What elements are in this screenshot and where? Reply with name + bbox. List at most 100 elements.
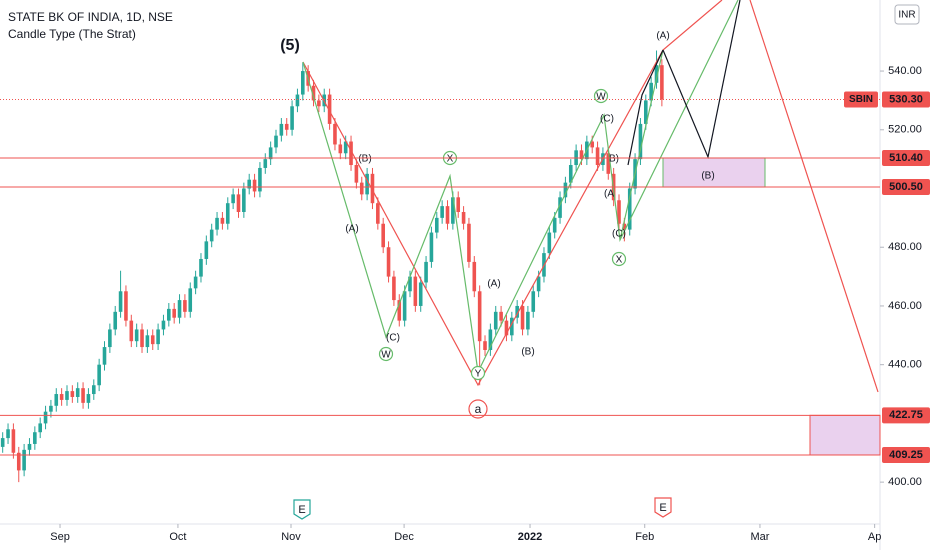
annotation: E xyxy=(298,504,305,516)
candle-body xyxy=(424,261,428,283)
x-tick-label: Mar xyxy=(750,531,769,543)
candle-body xyxy=(627,188,632,230)
candle-body xyxy=(204,241,209,259)
candle-body xyxy=(54,394,59,406)
symbol-tag: SBIN xyxy=(849,94,873,105)
candle-body xyxy=(660,65,664,100)
candle-body xyxy=(440,206,444,218)
level-label-bg xyxy=(882,407,930,424)
y-tick-label: 520.00 xyxy=(888,124,922,136)
annotation: (C) xyxy=(386,333,400,344)
candle-body xyxy=(263,159,268,168)
candle-body xyxy=(161,320,166,330)
x-tick-label: Dec xyxy=(394,531,414,543)
x-tick-label: Feb xyxy=(635,531,654,543)
annotation: X xyxy=(447,154,454,165)
annotation: W xyxy=(381,350,391,361)
candle-body xyxy=(327,94,332,124)
annotation: (A) xyxy=(487,279,500,290)
candle-body xyxy=(493,311,498,330)
candle-body xyxy=(145,335,150,348)
candle-body xyxy=(333,123,337,145)
candle-body xyxy=(156,329,160,345)
candle-body xyxy=(445,206,450,224)
candle-body xyxy=(124,291,128,321)
annotation: (C) xyxy=(612,229,626,240)
candle-body xyxy=(472,261,477,292)
candle-body xyxy=(215,217,219,230)
annotation: X xyxy=(616,255,623,266)
candle-body xyxy=(386,247,391,277)
chart-subtitle: Candle Type (The Strat) xyxy=(8,27,136,41)
x-tick-label: Oct xyxy=(169,531,186,543)
candle-body xyxy=(129,320,134,342)
candle-body xyxy=(268,147,273,160)
candle-body xyxy=(274,135,278,148)
candle-body xyxy=(354,165,359,183)
candle-body xyxy=(526,311,530,330)
annotation: W xyxy=(596,92,606,103)
candle-body xyxy=(461,211,466,224)
candle-body xyxy=(290,106,294,130)
candle-body xyxy=(134,329,139,342)
candle-body xyxy=(531,291,536,312)
candle-body xyxy=(27,443,32,450)
y-tick-label: 540.00 xyxy=(888,65,922,77)
candle-body xyxy=(0,438,5,447)
event-flag xyxy=(654,497,672,518)
annotation: (A) xyxy=(345,224,358,235)
annotation: (B) xyxy=(358,154,371,165)
annotation: a xyxy=(475,402,482,416)
candle-body xyxy=(140,329,144,348)
y-tick-label: 440.00 xyxy=(888,359,922,371)
candle-body xyxy=(638,123,643,160)
annotation: (B) xyxy=(701,171,714,182)
annotation: Y xyxy=(475,369,482,380)
candle-body xyxy=(547,232,552,254)
candle-body xyxy=(606,153,611,174)
candle-body xyxy=(252,179,257,192)
candle-body xyxy=(236,194,241,212)
annotation-circle xyxy=(470,365,486,381)
candle-body xyxy=(279,123,284,136)
currency-box[interactable] xyxy=(894,4,920,25)
x-tick-label: Sep xyxy=(50,531,70,543)
candle-body xyxy=(402,291,407,321)
candle-body xyxy=(295,94,300,107)
candle-body xyxy=(118,291,123,312)
black-wave-line xyxy=(627,49,664,166)
candle-body xyxy=(38,423,42,433)
candle-body xyxy=(338,144,343,154)
currency[interactable]: INR xyxy=(898,10,915,21)
zone-box xyxy=(662,157,766,188)
candle-body xyxy=(220,217,225,224)
candle-body xyxy=(301,71,305,95)
candle-body xyxy=(643,100,648,124)
candle-body xyxy=(43,411,48,424)
annotation: B) xyxy=(609,154,619,165)
candle-body xyxy=(467,223,471,262)
candle-body xyxy=(231,194,235,204)
level-label: 409.25 xyxy=(889,449,923,461)
annotation: (B) xyxy=(521,347,534,358)
candle-body xyxy=(654,65,659,83)
candle-body xyxy=(510,317,514,336)
red-wave-line xyxy=(302,0,723,387)
candle-body xyxy=(150,335,155,345)
candle-body xyxy=(59,394,64,400)
candle-body xyxy=(193,276,198,289)
candle-body xyxy=(11,429,16,453)
candle-body xyxy=(102,347,107,365)
candle-body xyxy=(6,429,10,439)
candle-body xyxy=(622,223,627,230)
level-label: 500.50 xyxy=(889,181,923,193)
candle-body xyxy=(392,276,396,301)
candle-body xyxy=(488,329,493,350)
candle-body xyxy=(365,173,369,195)
y-tick-label: 400.00 xyxy=(888,476,922,488)
annotation: (A) xyxy=(656,31,669,42)
event-flag xyxy=(293,499,311,520)
candle-body xyxy=(16,452,21,471)
candle-body xyxy=(579,150,584,160)
black-projection-line xyxy=(662,0,741,160)
